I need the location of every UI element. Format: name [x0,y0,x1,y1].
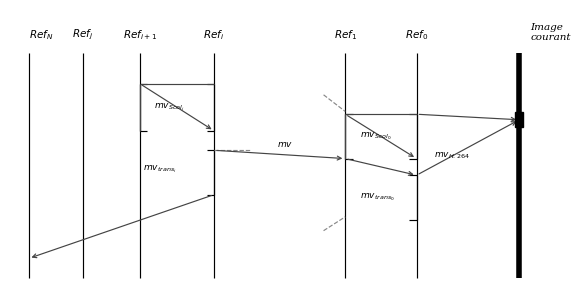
Text: $mv_{trans_0}$: $mv_{trans_0}$ [359,192,394,203]
Text: $Ref_{i+1}$: $Ref_{i+1}$ [123,28,157,42]
Text: $mv_{Scol_0}$: $mv_{Scol_0}$ [359,131,391,142]
Text: $mv$: $mv$ [278,140,293,149]
Text: $Ref_j$: $Ref_j$ [72,28,93,42]
Text: $Ref_N$: $Ref_N$ [29,28,53,42]
Text: $Ref_1$: $Ref_1$ [333,28,357,42]
Text: $mv_{H.264}$: $mv_{H.264}$ [433,150,469,161]
Text: $mv_{trans_i}$: $mv_{trans_i}$ [143,164,176,176]
Text: $Ref_i$: $Ref_i$ [203,28,225,42]
Text: $Ref_0$: $Ref_0$ [405,28,428,42]
Text: $mv_{Scol_i}$: $mv_{Scol_i}$ [154,101,185,113]
FancyBboxPatch shape [515,112,523,127]
Text: Image
courant: Image courant [530,23,571,42]
